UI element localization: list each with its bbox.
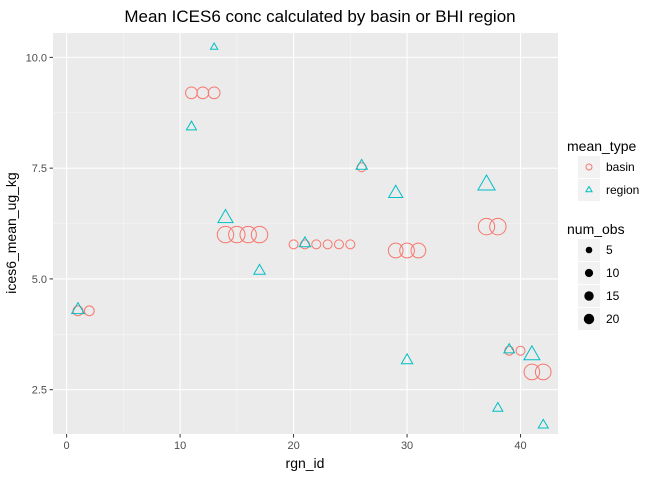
legend-size-key-dot [583,313,595,325]
basin-point [515,345,526,356]
legend-size-key-dot [584,291,594,301]
legend-label-region: region [606,183,639,197]
legend-size-label: 20 [606,312,620,326]
legend-size-label: 15 [606,289,620,303]
basin-point [288,239,299,250]
data-points [70,42,552,429]
x-tick-label: 40 [514,440,526,452]
basin-point [523,363,541,381]
basin-point [228,225,246,244]
basin-point [534,363,552,381]
region-point [477,174,496,191]
region-point [387,184,404,198]
region-point [502,342,516,354]
x-tick-label: 0 [64,440,70,452]
legend-size-label: 10 [606,266,620,280]
basin-point [322,239,333,250]
x-axis-title: rgn_id [286,455,325,471]
legend-key-background [578,179,600,201]
legend-size-key-dot [584,268,594,278]
y-tick-label: 7.5 [32,163,47,175]
basin-point [399,242,415,259]
region-point [217,208,234,224]
legend-color-keys: basin region [578,156,639,201]
basin-point [333,239,344,250]
region-point [252,263,267,275]
region-point [70,301,86,315]
basin-point [216,225,235,244]
basin-point [489,217,507,236]
x-tick-label: 20 [287,440,299,452]
region-point [185,120,198,131]
basin-point [207,86,221,100]
x-tick-label: 10 [174,440,186,452]
legend-size-keys: 5 10 15 20 [578,239,620,330]
basin-point [410,242,427,259]
region-point [355,158,369,170]
legend-label-basin: basin [606,160,635,174]
region-point [491,401,504,412]
region-point [523,344,541,361]
legend-key-region [585,185,593,193]
y-axis-title: ices6_mean_ug_kg [3,172,19,293]
legend-key-basin [585,163,593,171]
gridlines [53,33,558,434]
region-point [537,418,550,429]
basin-point [477,217,496,236]
y-tick-label: 5.0 [32,274,47,286]
region-point [209,42,219,50]
x-axis-ticks: 0 10 20 30 40 [64,434,527,452]
basin-point [311,239,322,250]
legend-key-background [578,156,600,178]
basin-point [387,242,404,259]
legend-size-key-dot [585,246,593,254]
region-point [400,352,414,365]
basin-point [83,305,95,317]
legend-color-title: mean_type [567,138,636,154]
legend-size-title: num_obs [567,221,625,237]
basin-point [345,239,356,250]
basin-point [250,225,269,244]
legend: mean_type basin region num_obs 5 10 15 20 [567,138,639,330]
basin-point [239,225,257,244]
y-axis-ticks: 2.5 5.0 7.5 10.0 [26,52,53,397]
y-tick-label: 2.5 [32,385,47,397]
plot-panel [53,33,558,434]
legend-size-label: 5 [606,243,613,257]
chart-title: Mean ICES6 conc calculated by basin or B… [124,7,515,26]
y-tick-label: 10.0 [26,52,47,64]
x-tick-label: 30 [401,440,413,452]
region-point [298,235,312,248]
